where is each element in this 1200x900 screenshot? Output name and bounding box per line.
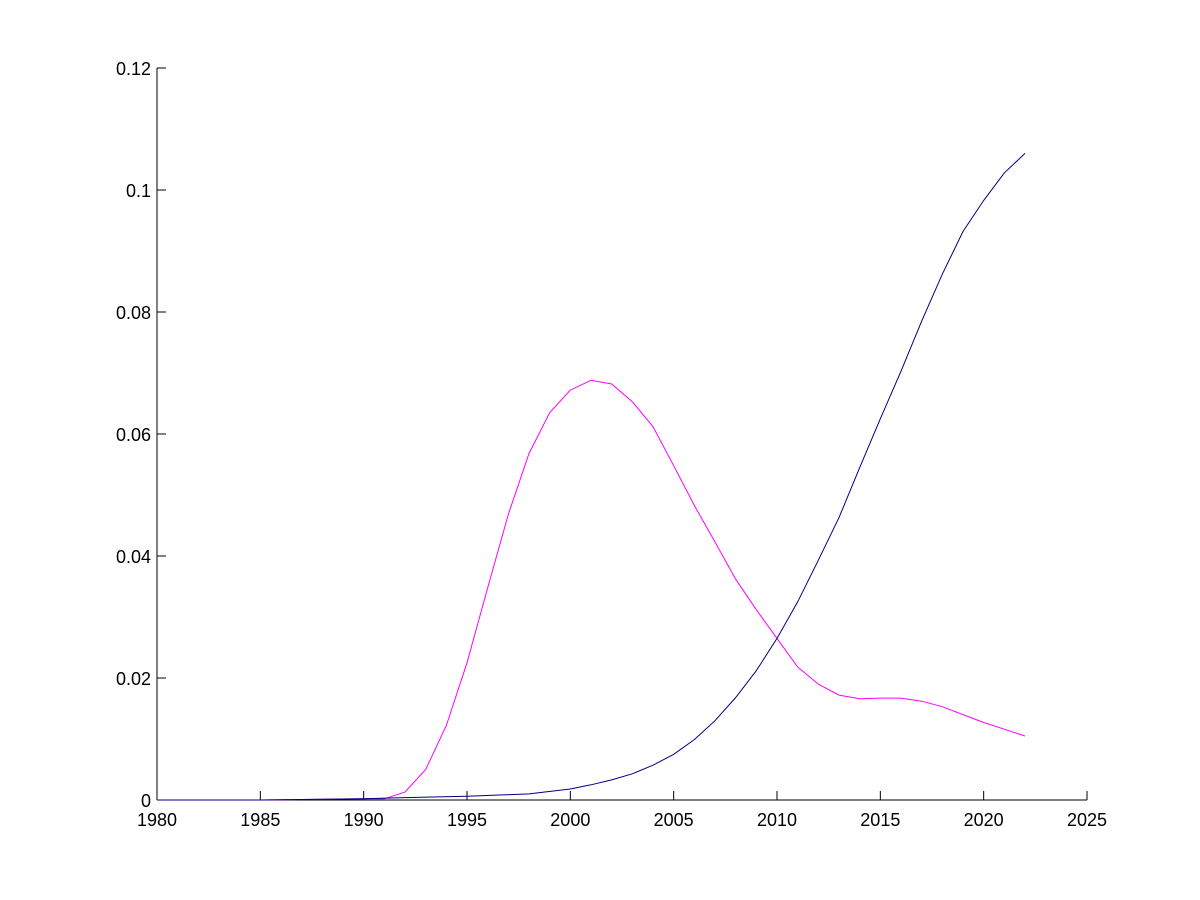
y-tick-label: 0.08 [116,303,151,323]
y-tick-label: 0 [141,791,151,811]
x-tick-label: 2005 [654,810,694,830]
x-tick-label: 2015 [860,810,900,830]
y-tick-label: 0.12 [116,59,151,79]
x-tick-label: 1995 [447,810,487,830]
series-line-2 [157,153,1026,801]
x-tick-label: 2025 [1067,810,1107,830]
series-layer [157,153,1026,801]
series-line-1 [157,379,1026,801]
x-tick-label: 1990 [344,810,384,830]
y-tick-label: 0.1 [126,181,151,201]
x-tick-label: 2010 [757,810,797,830]
y-tick-label: 0.02 [116,669,151,689]
x-tick-label: 2020 [964,810,1004,830]
y-tick-label: 0.06 [116,425,151,445]
y-tick-label: 0.04 [116,547,151,567]
x-tick-label: 1985 [240,810,280,830]
x-tick-label: 1980 [137,810,177,830]
axes: 1980 1985 1990 1995 2000 2005 2010 2015 2020 2025… [116,59,1107,830]
x-tick-label: 2000 [550,810,590,830]
